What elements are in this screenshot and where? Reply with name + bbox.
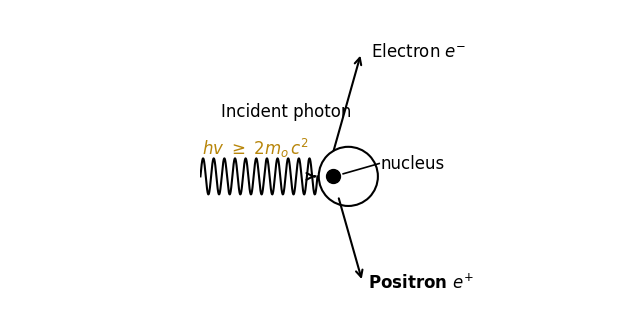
Text: $hv\ \geq\ 2m_o\,c^2$: $hv\ \geq\ 2m_o\,c^2$ — [202, 137, 309, 160]
Point — [328, 174, 338, 179]
Text: Incident photon: Incident photon — [221, 103, 351, 121]
Text: $\mathbf{Positron}\ \mathit{e}^{+}$: $\mathbf{Positron}\ \mathit{e}^{+}$ — [368, 274, 473, 293]
Text: nucleus: nucleus — [381, 155, 445, 173]
Text: Electron $\mathit{e}^{-}$: Electron $\mathit{e}^{-}$ — [372, 43, 467, 61]
